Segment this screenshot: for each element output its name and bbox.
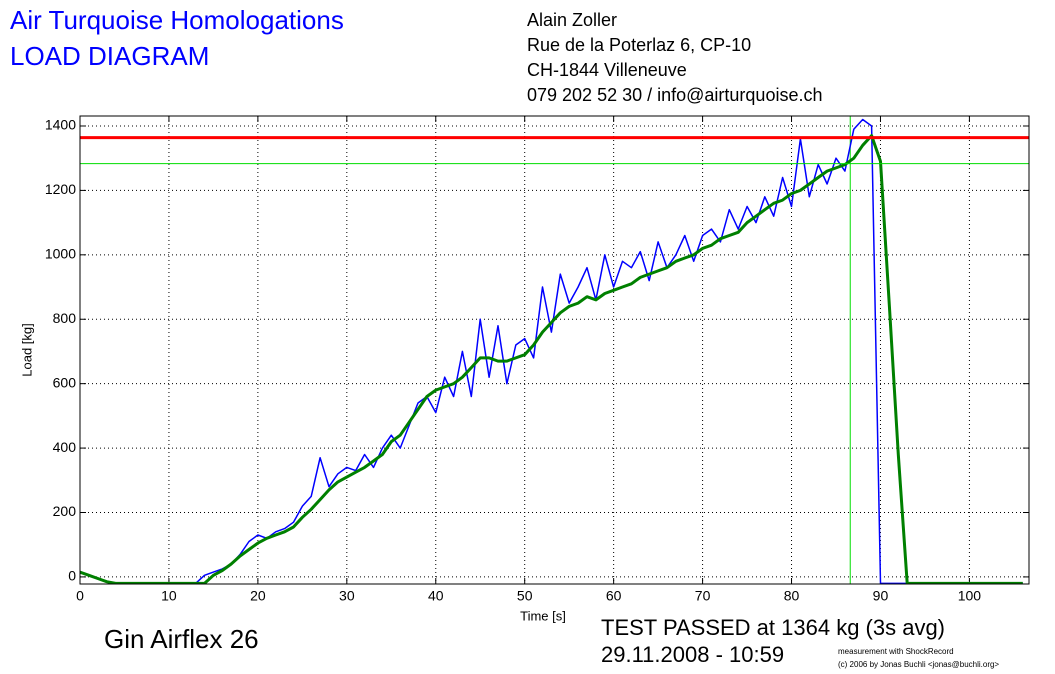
- x-axis-label: Time [s]: [520, 608, 566, 623]
- address-line: 079 202 52 30 / info@airturquoise.ch: [527, 85, 822, 105]
- plot-content: [80, 116, 1029, 584]
- credit: measurement with ShockRecord: [838, 647, 954, 656]
- y-tick-label: 600: [53, 374, 77, 390]
- address-line: Alain Zoller: [527, 10, 617, 30]
- y-tick-label: 1200: [45, 181, 76, 197]
- x-tick-label: 20: [250, 588, 266, 604]
- x-tick-label: 90: [873, 588, 889, 604]
- y-tick-label: 1000: [45, 246, 76, 262]
- x-tick-label: 80: [784, 588, 800, 604]
- plot-border: [79, 115, 1030, 585]
- y-tick-label: 400: [53, 439, 77, 455]
- x-tick-label: 60: [606, 588, 622, 604]
- date: 29.11.2008 - 10:59: [601, 642, 784, 667]
- y-tick-label: 1400: [45, 117, 76, 133]
- glider-name: Gin Airflex 26: [104, 624, 259, 654]
- y-tick-label: 800: [53, 310, 77, 326]
- plot-area: [80, 116, 1029, 584]
- x-tick-label: 100: [958, 588, 982, 604]
- copyright: (c) 2006 by Jonas Buchli <jonas@buchli.o…: [838, 660, 999, 669]
- subtitle: LOAD DIAGRAM: [10, 41, 209, 71]
- x-tick-label: 40: [428, 588, 444, 604]
- result: TEST PASSED at 1364 kg (3s avg): [601, 615, 945, 640]
- y-axis-label: Load [kg]: [19, 323, 34, 377]
- address-line: CH-1844 Villeneuve: [527, 60, 687, 80]
- x-tick-label: 50: [517, 588, 533, 604]
- y-tick-label: 0: [68, 568, 76, 584]
- x-tick-label: 10: [161, 588, 177, 604]
- series-line: [80, 134, 1023, 584]
- x-tick-label: 0: [76, 588, 84, 604]
- address-line: Rue de la Poterlaz 6, CP-10: [527, 35, 751, 55]
- y-tick-label: 200: [53, 503, 77, 519]
- title: Air Turquoise Homologations: [10, 5, 344, 35]
- x-tick-label: 30: [339, 588, 355, 604]
- x-tick-label: 70: [695, 588, 711, 604]
